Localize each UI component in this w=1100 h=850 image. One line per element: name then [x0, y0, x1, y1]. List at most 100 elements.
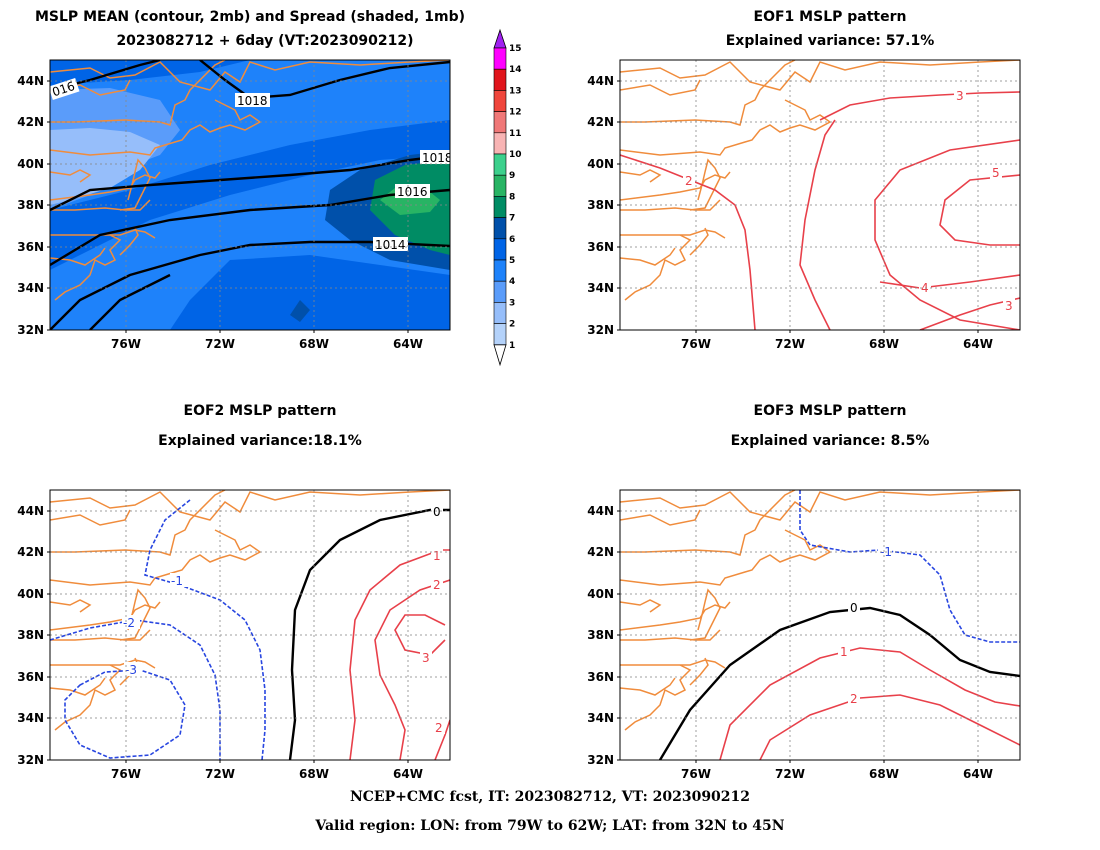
colorbar-bin: [493, 302, 507, 324]
lat-tick-label: 40N: [17, 587, 44, 601]
lon-tick-label: 64W: [963, 337, 993, 351]
colorbar-label: 11: [509, 129, 522, 139]
eof3-contour-label-2: 2: [850, 692, 858, 706]
colorbar-label: 2: [509, 320, 515, 330]
colorbar-label: 13: [509, 86, 522, 96]
colorbar-bin: [493, 238, 507, 261]
panel-mean-title: MSLP MEAN (contour, 2mb) and Spread (sha…: [35, 9, 465, 25]
lon-tick-label: 72W: [775, 337, 805, 351]
panel-eof1-map: 3 2 5 4 3: [619, 59, 1021, 331]
lon-tick-label: 68W: [299, 337, 329, 351]
lat-tick-label: 38N: [17, 198, 44, 212]
lat-tick-label: 38N: [587, 628, 614, 642]
colorbar-bin: [493, 90, 507, 112]
lat-tick-label: 40N: [17, 157, 44, 171]
mean-contour-1018-north: [199, 60, 450, 100]
lat-tick-label: 44N: [587, 74, 614, 88]
colorbar-bin: [493, 111, 507, 134]
eof1-contour-label-3-south: 3: [1005, 299, 1013, 313]
eof1-contour-label-2: 2: [685, 174, 693, 188]
lat-tick-label: 32N: [587, 323, 614, 337]
lat-tick-label: 38N: [587, 198, 614, 212]
eof1-contour-label-5: 5: [992, 166, 1000, 180]
lat-tick-label: 32N: [17, 323, 44, 337]
eof2-contour-label-minus1: -1: [171, 574, 183, 588]
lat-tick-label: 34N: [17, 711, 44, 725]
eof3-contour-label-0: 0: [850, 601, 858, 615]
colorbar-label: 10: [509, 150, 522, 160]
colorbar-bin: [493, 174, 507, 197]
colorbar-bin: [493, 280, 507, 303]
colorbar-label: 3: [509, 298, 515, 308]
colorbar-bin: [493, 217, 507, 240]
panel-eof2-title: EOF2 MSLP pattern: [183, 403, 337, 419]
lat-tick-label: 44N: [587, 504, 614, 518]
colorbar-label: 4: [509, 277, 515, 287]
lat-tick-label: 36N: [17, 240, 44, 254]
lat-tick-label: 42N: [17, 115, 44, 129]
colorbar-label: 14: [509, 65, 522, 75]
lat-tick-label: 36N: [587, 240, 614, 254]
mean-contour-label-1018-north: 1018: [237, 94, 268, 108]
panel-eof3-subtitle: Explained variance: 8.5%: [730, 433, 930, 449]
eof2-contour-label-2-south: 2: [435, 721, 443, 735]
colorbar-bottom-arrow: [493, 344, 507, 367]
lon-tick-label: 72W: [775, 767, 805, 781]
lon-tick-label: 64W: [963, 767, 993, 781]
eof2-contour-label-3: 3: [422, 651, 430, 665]
lon-tick-label: 76W: [681, 337, 711, 351]
eof2-contour-label-1: 1: [433, 549, 441, 563]
panel-eof3-map: -1 0 1 2: [619, 489, 1021, 761]
footer-valid-region: Valid region: LON: from 79W to 62W; LAT:…: [315, 818, 785, 834]
lat-tick-label: 36N: [17, 670, 44, 684]
colorbar-bin: [493, 259, 507, 282]
eof2-contour-label-0: 0: [433, 505, 441, 519]
lat-tick-label: 34N: [587, 711, 614, 725]
colorbar-label: 15: [509, 44, 522, 54]
eof1-contour-label-4: 4: [921, 281, 929, 295]
lat-tick-label: 32N: [587, 753, 614, 767]
panel-eof1-title: EOF1 MSLP pattern: [753, 9, 907, 25]
colorbar-label: 6: [509, 235, 515, 245]
mean-contour-1016-mid: [50, 188, 450, 267]
colorbar-bin: [493, 153, 507, 176]
lon-tick-label: 68W: [869, 337, 899, 351]
mean-contour-1018-mid: [50, 153, 450, 212]
colorbar-bin: [493, 323, 507, 346]
lat-tick-label: 44N: [17, 504, 44, 518]
eof2-contour-label-2-north: 2: [433, 578, 441, 592]
lon-tick-label: 64W: [393, 337, 423, 351]
lat-tick-label: 34N: [17, 281, 44, 295]
panel-eof2-map: 0 1 2 3 2 -1 -2 -3: [49, 489, 451, 761]
lon-tick-label: 68W: [869, 767, 899, 781]
colorbar-label: 7: [509, 214, 515, 224]
panel-mean-subtitle: 2023082712 + 6day (VT:2023090212): [116, 33, 414, 49]
lat-tick-label: 40N: [587, 157, 614, 171]
eof2-contour-label-minus3: -3: [125, 663, 137, 677]
mean-contour-label-1016: 1016: [397, 185, 428, 199]
lat-tick-label: 32N: [17, 753, 44, 767]
colorbar-bin: [493, 196, 507, 218]
colorbar-label: 5: [509, 256, 515, 266]
mean-contour-label-1014: 1014: [375, 238, 406, 252]
lon-tick-label: 68W: [299, 767, 329, 781]
lon-tick-label: 72W: [205, 337, 235, 351]
lon-tick-label: 72W: [205, 767, 235, 781]
colorbar-bin: [493, 68, 507, 91]
colorbar-bin: [493, 132, 507, 155]
lon-tick-label: 76W: [111, 767, 141, 781]
panel-mean-map: 016 1018 1018 1016 1014: [49, 59, 451, 331]
mean-contour-1014: [50, 240, 450, 330]
colorbar-label: 12: [509, 108, 522, 118]
eof3-contour-label-1: 1: [840, 645, 848, 659]
colorbar-label: 1: [509, 341, 515, 351]
lat-tick-label: 38N: [17, 628, 44, 642]
lat-tick-label: 42N: [587, 545, 614, 559]
eof1-contour-label-3-north: 3: [956, 89, 964, 103]
lat-tick-label: 42N: [587, 115, 614, 129]
footer-forecast-info: NCEP+CMC fcst, IT: 2023082712, VT: 20230…: [349, 789, 751, 805]
panel-eof3-title: EOF3 MSLP pattern: [753, 403, 907, 419]
colorbar-top-arrow: [493, 28, 507, 49]
lon-tick-label: 76W: [111, 337, 141, 351]
